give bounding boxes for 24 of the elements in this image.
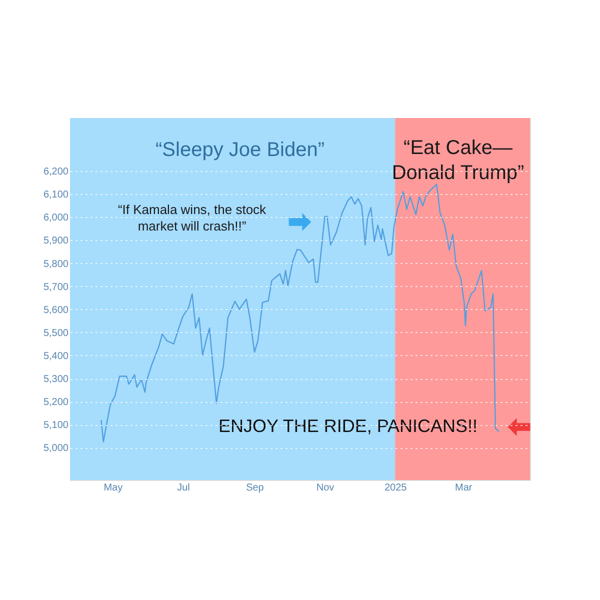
y-tick-label: 5,100 (43, 420, 69, 432)
annotation: “Sleepy Joe Biden” (156, 139, 324, 161)
x-tick-label: 2025 (384, 482, 408, 494)
y-tick-label: 6,200 (43, 166, 69, 178)
y-tick-label: 5,300 (43, 374, 69, 386)
y-tick-label: 5,000 (43, 443, 69, 454)
y-tick-label: 5,500 (43, 328, 69, 339)
x-tick-label: Jul (177, 482, 190, 494)
y-tick-label: 5,400 (43, 350, 69, 362)
annotation: “Eat Cake— Donald Trump” (392, 137, 524, 184)
y-tick-label: 5,800 (43, 258, 69, 270)
x-tick-label: May (104, 482, 123, 494)
y-tick-label: 5,200 (43, 397, 69, 408)
annotation: ENJOY THE RIDE, PANICANS!! (218, 416, 478, 436)
annotation: “If Kamala wins, the stock market will crash!!” (118, 202, 267, 234)
line-series (100, 184, 500, 442)
x-tick-label: Mar (455, 482, 473, 494)
x-tick-label: Nov (316, 482, 334, 494)
y-tick-label: 5,700 (43, 282, 69, 293)
y-tick-label: 5,600 (43, 304, 69, 316)
y-tick-label: 6,100 (43, 190, 69, 201)
y-tick-label: 6,000 (43, 212, 69, 224)
x-tick-label: Sep (246, 482, 264, 494)
y-tick-label: 5,900 (43, 236, 69, 247)
